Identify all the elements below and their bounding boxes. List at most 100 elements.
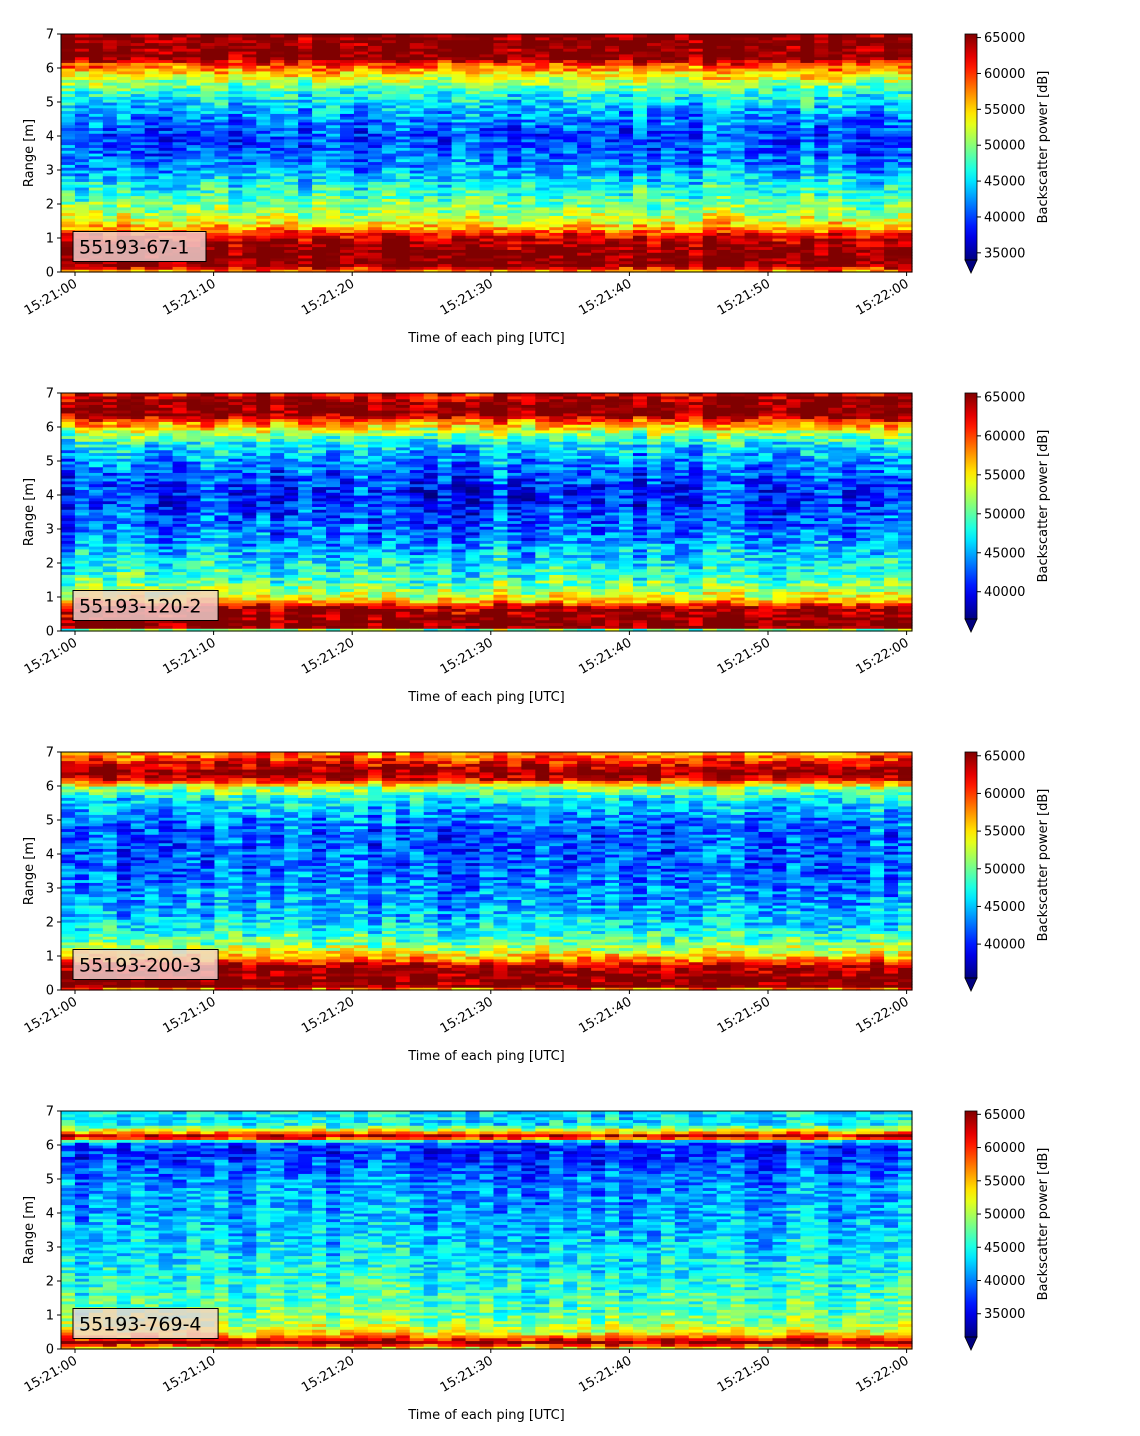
heatmap-cell (535, 147, 550, 151)
heatmap-cell (381, 240, 397, 245)
heatmap-cell (102, 124, 118, 129)
heatmap-cell (395, 221, 411, 225)
heatmap-cell (577, 110, 592, 114)
heatmap-cell (437, 121, 453, 126)
heatmap-cell (521, 212, 536, 216)
heatmap-cell (228, 218, 243, 222)
heatmap-cell (340, 181, 355, 185)
heatmap-cell (256, 56, 271, 61)
heatmap-cell (395, 257, 411, 262)
heatmap-cell (465, 53, 481, 58)
heatmap-cell (256, 104, 271, 109)
heatmap-cell (409, 85, 425, 89)
heatmap-cell (340, 136, 355, 140)
heatmap-cell (116, 39, 132, 44)
heatmap-cell (88, 119, 104, 123)
heatmap-cell (130, 155, 146, 160)
heatmap-cell (479, 167, 495, 171)
heatmap-cell (61, 164, 76, 168)
heatmap-cell (465, 257, 481, 262)
heatmap-cell (284, 85, 299, 89)
heatmap-cell (326, 181, 341, 185)
heatmap-cell (493, 195, 509, 199)
heatmap-cell (242, 53, 257, 58)
heatmap-cell (298, 201, 313, 205)
heatmap-cell (172, 56, 188, 61)
heatmap-cell (256, 158, 271, 163)
heatmap-cell (577, 107, 592, 112)
heatmap-cell (451, 249, 467, 253)
heatmap-cell (144, 76, 160, 80)
heatmap-cell (381, 87, 397, 92)
heatmap-cell (61, 73, 76, 78)
heatmap-cell (284, 141, 299, 146)
heatmap-cell (451, 229, 467, 233)
heatmap-cell (340, 76, 355, 80)
heatmap-cell (521, 93, 536, 97)
heatmap-cell (521, 255, 536, 259)
heatmap-cell (353, 127, 369, 131)
heatmap-cell (102, 138, 118, 143)
heatmap-cell (326, 266, 341, 270)
heatmap-cell (242, 252, 257, 256)
heatmap-cell (214, 167, 230, 171)
heatmap-cell (284, 42, 299, 46)
heatmap-cell (228, 39, 243, 44)
heatmap-cell (535, 155, 550, 160)
heatmap-cell (409, 172, 425, 177)
heatmap-cell (88, 263, 104, 267)
heatmap-cell (312, 266, 327, 270)
heatmap-cell (549, 255, 564, 259)
heatmap-cell (186, 53, 202, 58)
heatmap-cell (61, 201, 76, 205)
heatmap-cell (158, 226, 174, 231)
heatmap-cell (479, 192, 495, 197)
heatmap-cell (284, 204, 299, 208)
heatmap-cell (353, 53, 369, 58)
heatmap-cell (437, 85, 453, 89)
heatmap-cell (256, 59, 271, 63)
heatmap-cell (186, 221, 202, 225)
heatmap-cell (423, 127, 439, 131)
heatmap-cell (242, 104, 257, 109)
heatmap-cell (200, 42, 216, 46)
heatmap-cell (577, 93, 592, 97)
heatmap-cell (298, 107, 313, 112)
heatmap-cell (493, 238, 509, 242)
heatmap-cell (186, 56, 202, 61)
heatmap-cell (353, 59, 369, 63)
heatmap-cell (493, 175, 509, 180)
heatmap-cell (340, 141, 355, 146)
heatmap-cell (549, 116, 564, 120)
heatmap-cell (535, 65, 550, 69)
heatmap-cell (549, 51, 564, 55)
heatmap-cell (381, 172, 397, 177)
heatmap-cell (535, 153, 550, 157)
heatmap-cell (74, 150, 90, 154)
heatmap-cell (423, 206, 439, 211)
heatmap-cell (312, 255, 327, 259)
heatmap-cell (61, 269, 76, 273)
heatmap-cell (535, 62, 550, 66)
heatmap-cell (563, 147, 578, 151)
heatmap-cell (451, 65, 467, 69)
heatmap-cell (367, 269, 383, 273)
heatmap-cell (493, 150, 509, 154)
heatmap-cell (549, 68, 564, 72)
heatmap-cell (353, 102, 369, 106)
heatmap-cell (451, 158, 467, 163)
heatmap-cell (214, 34, 230, 38)
heatmap-cell (437, 141, 453, 146)
heatmap-cell (521, 136, 536, 140)
heatmap-cell (228, 195, 243, 199)
heatmap-cell (214, 82, 230, 86)
heatmap-cell (228, 70, 243, 75)
heatmap-cell (172, 59, 188, 63)
heatmap-cell (367, 240, 383, 245)
heatmap-cell (214, 73, 230, 78)
heatmap-cell (298, 119, 313, 123)
heatmap-cell (326, 45, 341, 49)
heatmap-cell (409, 136, 425, 140)
heatmap-cell (479, 45, 495, 49)
heatmap-cell (340, 170, 355, 174)
